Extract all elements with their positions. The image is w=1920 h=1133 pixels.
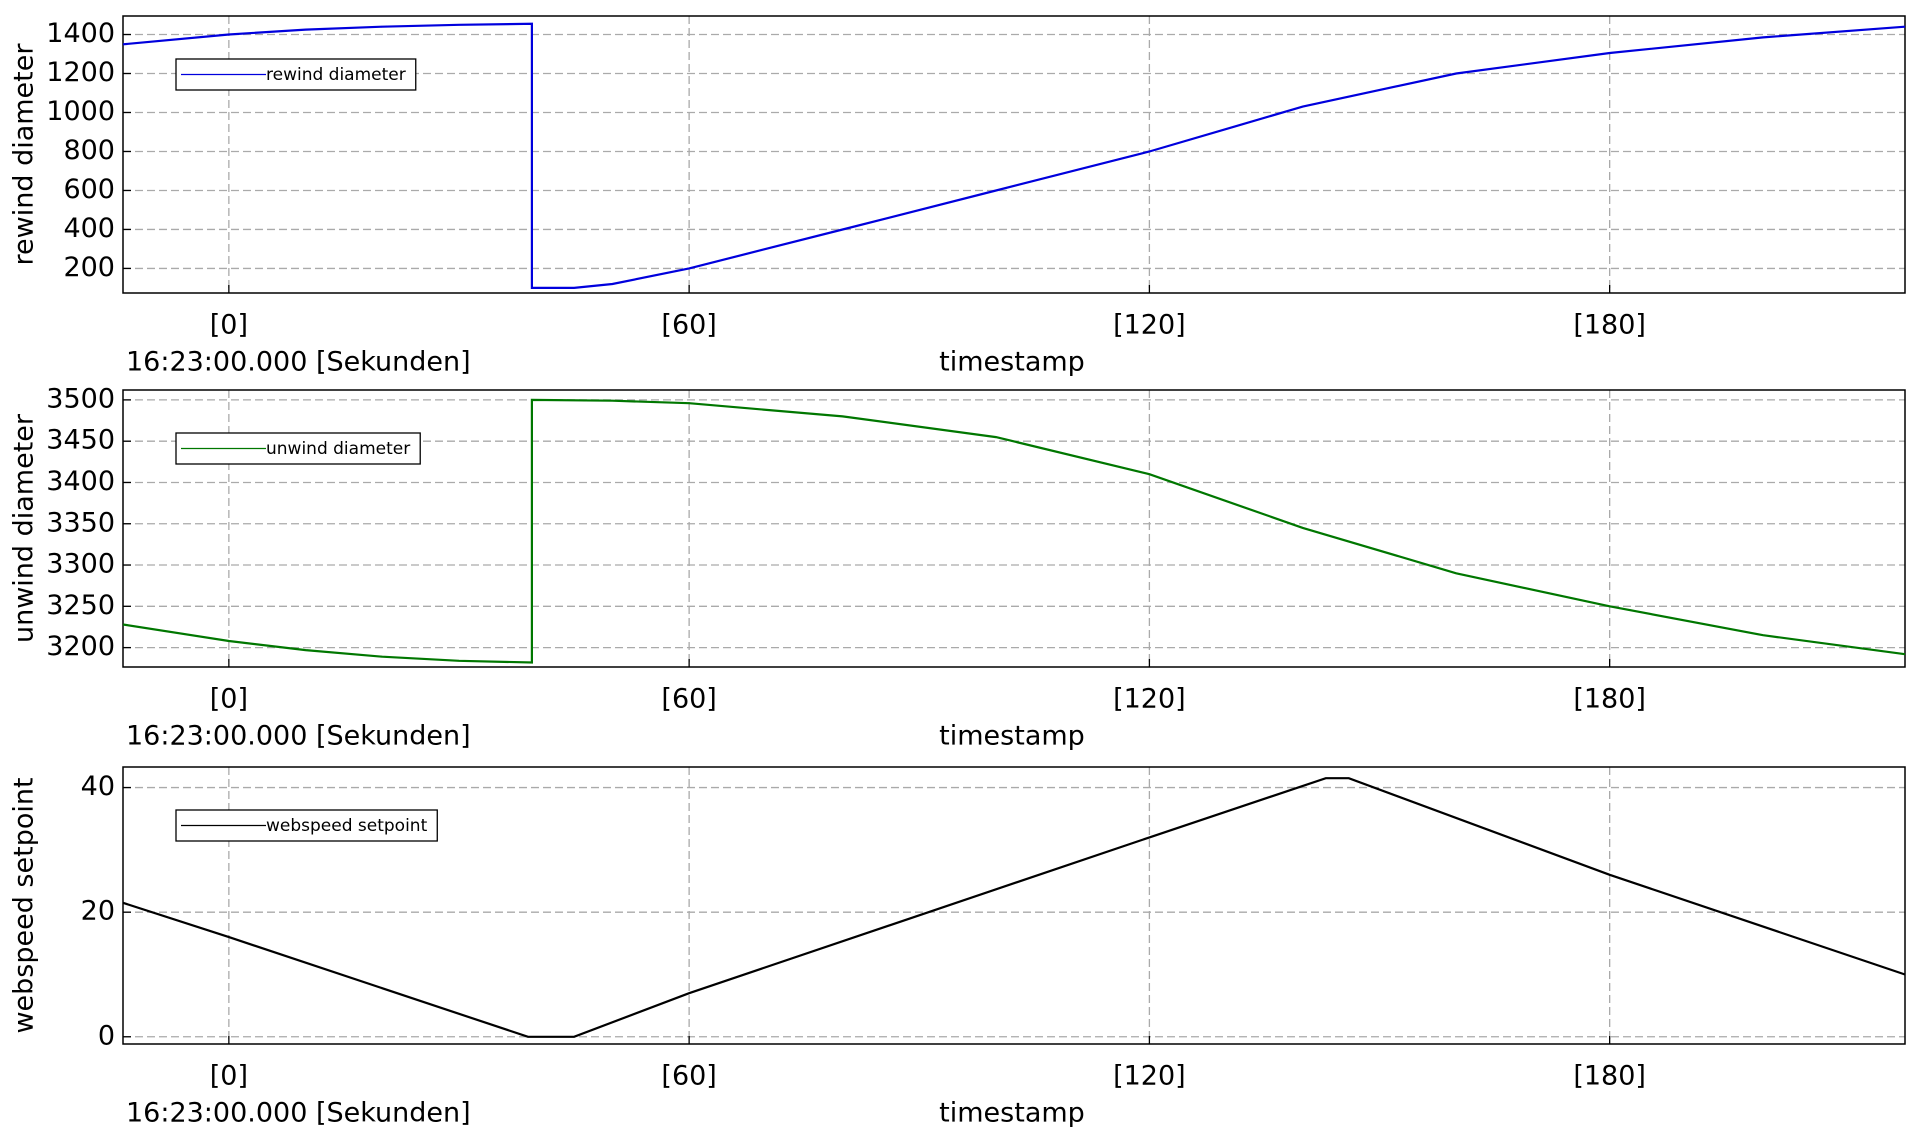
y-tick-label: 3350 [46, 507, 115, 538]
y-tick-label: 1400 [46, 18, 115, 49]
y-tick-label: 800 [63, 135, 115, 166]
y-tick-label: 3400 [46, 466, 115, 497]
x-tick-label: [0] [210, 1061, 248, 1092]
x-axis-label: timestamp [939, 1098, 1085, 1129]
y-tick-label: 200 [63, 252, 115, 283]
x-tick-label: [180] [1573, 310, 1646, 341]
data-line [122, 398, 1906, 664]
legend-label: webspeed setpoint [266, 816, 428, 836]
data-line [122, 22, 1906, 289]
y-tick-label: 400 [63, 213, 115, 244]
x-tick-label: [180] [1573, 1061, 1646, 1092]
x-tick-label: [180] [1573, 684, 1646, 715]
x-tick-label: [120] [1113, 310, 1186, 341]
plot-frame [122, 389, 1906, 668]
x-axis-label: timestamp [939, 721, 1085, 752]
y-tick-label: 1000 [46, 96, 115, 127]
y-tick-label: 0 [98, 1020, 115, 1051]
x-axis-label: timestamp [939, 347, 1085, 378]
x-tick-label: [60] [661, 1061, 716, 1092]
x-tick-label: [0] [210, 684, 248, 715]
y-tick-label: 3500 [46, 383, 115, 414]
x-tick-label: [120] [1113, 1061, 1186, 1092]
x-tick-label: [60] [661, 684, 716, 715]
x-tick-label: [0] [210, 310, 248, 341]
legend-label: rewind diameter [266, 65, 406, 85]
x-origin-label: 16:23:00.000 [Sekunden] [126, 347, 471, 378]
data-line [122, 777, 1906, 1038]
y-tick-label: 3200 [46, 631, 115, 662]
x-origin-label: 16:23:00.000 [Sekunden] [126, 721, 471, 752]
x-tick-label: [60] [661, 310, 716, 341]
x-origin-label: 16:23:00.000 [Sekunden] [126, 1098, 471, 1129]
y-tick-label: 40 [81, 771, 115, 802]
plot-frame [122, 766, 1906, 1045]
plot-frame [122, 15, 1906, 294]
legend-label: unwind diameter [266, 439, 410, 459]
y-tick-label: 3450 [46, 425, 115, 456]
y-tick-label: 20 [81, 896, 115, 927]
y-tick-label: 3250 [46, 590, 115, 621]
y-tick-label: 1200 [46, 57, 115, 88]
y-axis-label: unwind diameter [9, 413, 40, 643]
y-axis-label: webspeed setpoint [9, 777, 40, 1033]
y-axis-label: rewind diameter [9, 43, 40, 266]
y-tick-label: 3300 [46, 549, 115, 580]
y-tick-label: 600 [63, 174, 115, 205]
x-tick-label: [120] [1113, 684, 1186, 715]
